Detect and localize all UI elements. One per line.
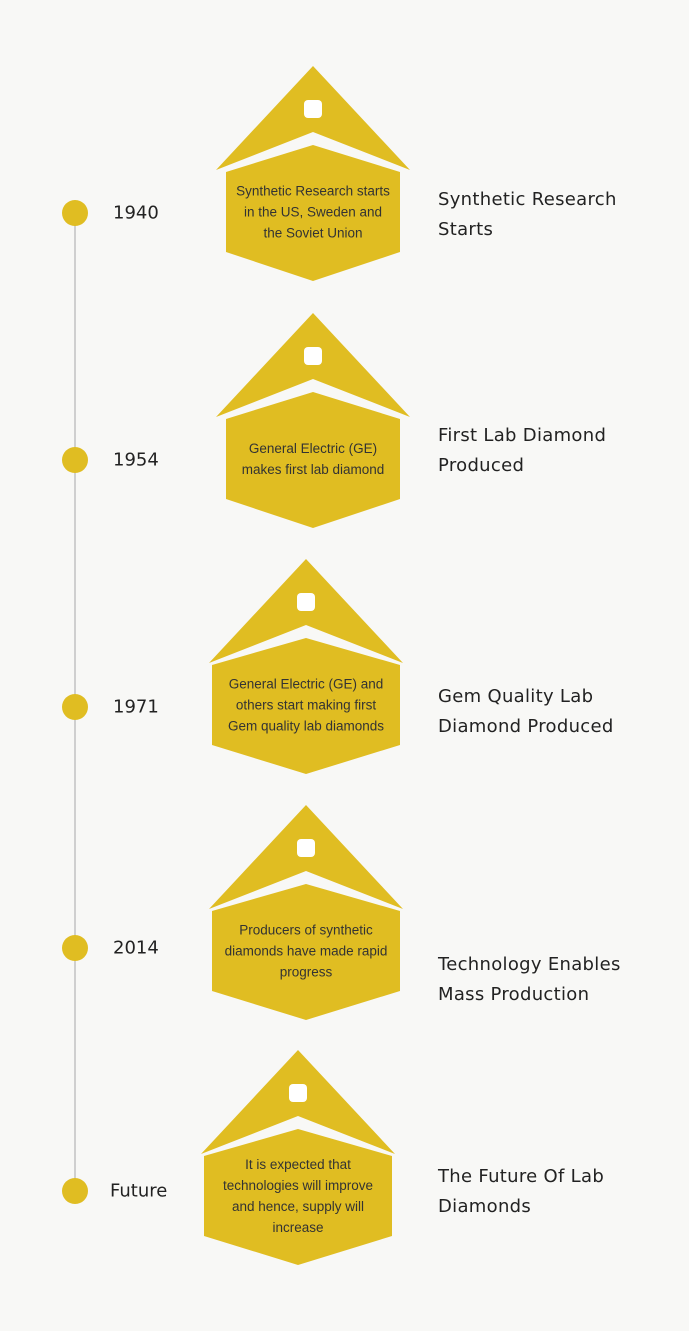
description: General Electric (GE) makes first lab di…	[241, 441, 385, 477]
year-label: 2014	[113, 937, 159, 959]
icon	[304, 100, 322, 118]
timeline-dot	[62, 200, 88, 226]
body-shape	[226, 392, 400, 528]
timeline-dot	[62, 694, 88, 720]
description: General Electric (GE) and others start m…	[227, 676, 385, 734]
year-label: 1971	[113, 696, 159, 718]
milestone-title: Technology Enables Mass Production	[438, 954, 621, 1005]
year-label: Future	[110, 1180, 168, 1202]
icon	[289, 1084, 307, 1102]
milestone-title: The Future Of Lab Diamonds	[438, 1166, 605, 1217]
year-label: 1954	[113, 449, 159, 471]
body-shape	[204, 1129, 392, 1265]
milestone-title: First Lab Diamond Produced	[438, 425, 607, 476]
body-shape	[212, 884, 400, 1020]
icon	[304, 347, 322, 365]
body-shape	[226, 145, 400, 281]
body-shape	[212, 638, 400, 774]
icon	[297, 593, 315, 611]
timeline-dot	[62, 1178, 88, 1204]
description: Producers of synthetic diamonds have mad…	[224, 922, 388, 980]
timeline-dot	[62, 447, 88, 473]
timeline-dot	[62, 935, 88, 961]
description: Synthetic Research starts in the US, Swe…	[236, 183, 390, 241]
description: It is expected that technologies will im…	[222, 1157, 374, 1235]
milestone-title: Synthetic Research Starts	[438, 189, 617, 240]
year-label: 1940	[113, 202, 159, 224]
milestone-title: Gem Quality Lab Diamond Produced	[438, 686, 614, 737]
icon	[297, 839, 315, 857]
